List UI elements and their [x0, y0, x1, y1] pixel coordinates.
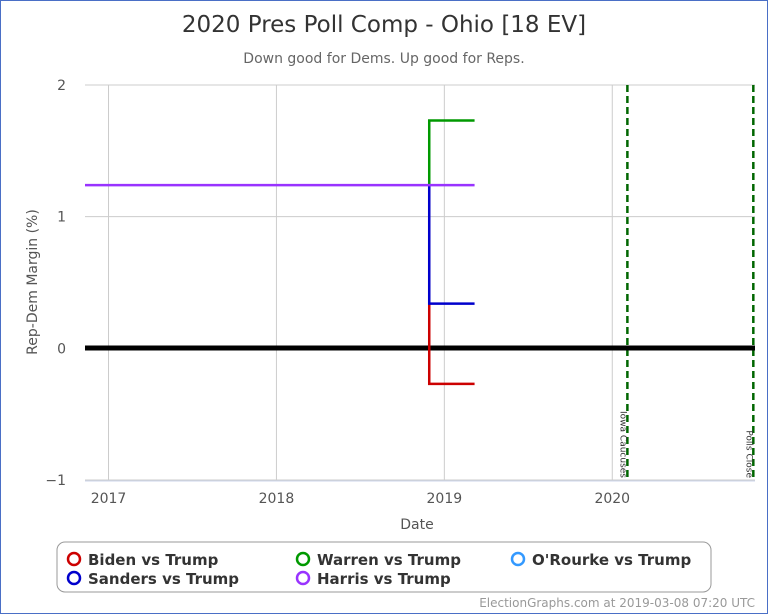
legend-box: [56, 541, 712, 593]
chart-subtitle: Down good for Dems. Up good for Reps.: [243, 51, 524, 67]
y-axis-label: Rep-Dem Margin (%): [25, 209, 41, 355]
legend-item-label: Sanders vs Trump: [88, 570, 239, 588]
legend-marker-icon: [510, 551, 526, 567]
legend-item-label: Warren vs Trump: [317, 551, 461, 569]
event-label: Iowa Caucuses: [617, 411, 627, 478]
legend-item-label: Harris vs Trump: [317, 570, 451, 588]
x-tick-label: 2020: [594, 491, 630, 507]
series-line: [427, 119, 475, 186]
x-tick-label: 2019: [427, 491, 463, 507]
x-tick-label: 2018: [259, 491, 295, 507]
chart-title: 2020 Pres Poll Comp - Ohio [18 EV]: [182, 12, 586, 38]
y-tick-label: 2: [57, 78, 66, 94]
legend-item-label: Biden vs Trump: [88, 551, 219, 569]
y-tick-label: 0: [57, 341, 66, 357]
legend-marker-icon: [66, 570, 82, 586]
series-line: [427, 185, 475, 386]
legend-marker-icon: [295, 570, 311, 586]
y-tick-label: 1: [57, 210, 66, 226]
event-label: Polls Close: [743, 430, 753, 478]
credit-text: ElectionGraphs.com at 2019-03-08 07:20 U…: [479, 596, 755, 610]
legend-marker-icon: [66, 551, 82, 567]
x-tick-label: 2017: [91, 491, 127, 507]
legend-item-label: O'Rourke vs Trump: [532, 551, 691, 569]
series-line: [427, 185, 475, 305]
x-axis-label: Date: [400, 517, 433, 533]
y-tick-label: −1: [45, 473, 66, 489]
legend-marker-icon: [295, 551, 311, 567]
